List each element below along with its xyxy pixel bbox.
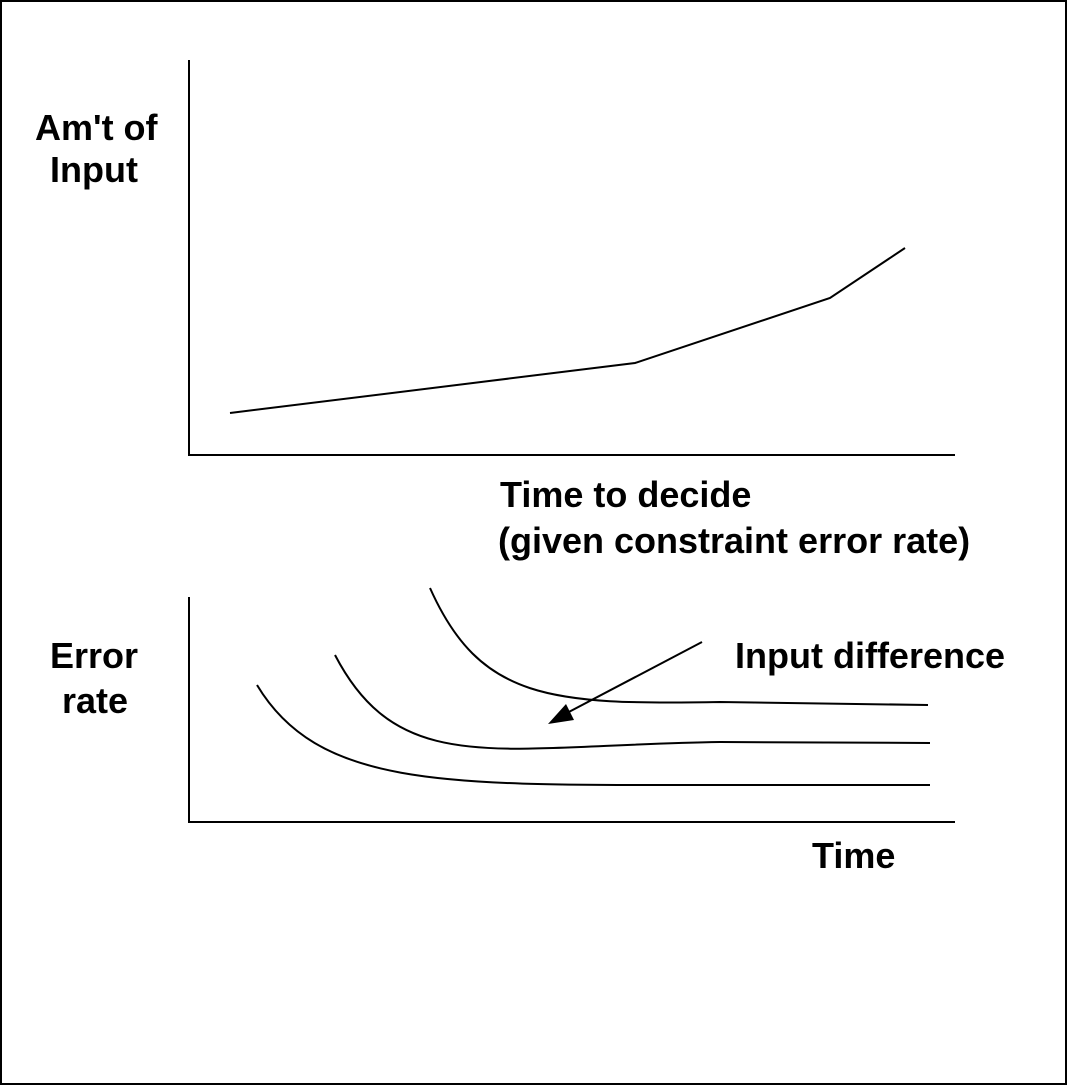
top-y-label: Input <box>50 149 138 190</box>
top-y-label: Am't of <box>35 107 159 148</box>
bottom-y-label: Error <box>50 635 138 676</box>
bottom-y-label: rate <box>62 680 128 721</box>
bottom-curve <box>334 654 931 750</box>
arrow-head <box>548 704 574 724</box>
bottom-x-label: Time <box>812 835 895 876</box>
top-x-label: Time to decide <box>500 474 751 515</box>
top-axes <box>188 60 955 456</box>
arrow-shaft <box>564 641 703 715</box>
annotation: Input difference <box>735 635 1005 676</box>
top-x-label: (given constraint error rate) <box>498 520 970 561</box>
bottom-curve <box>256 684 930 787</box>
bottom-axes <box>188 597 955 823</box>
top-curve <box>229 247 906 414</box>
bottom-curve <box>429 587 929 706</box>
